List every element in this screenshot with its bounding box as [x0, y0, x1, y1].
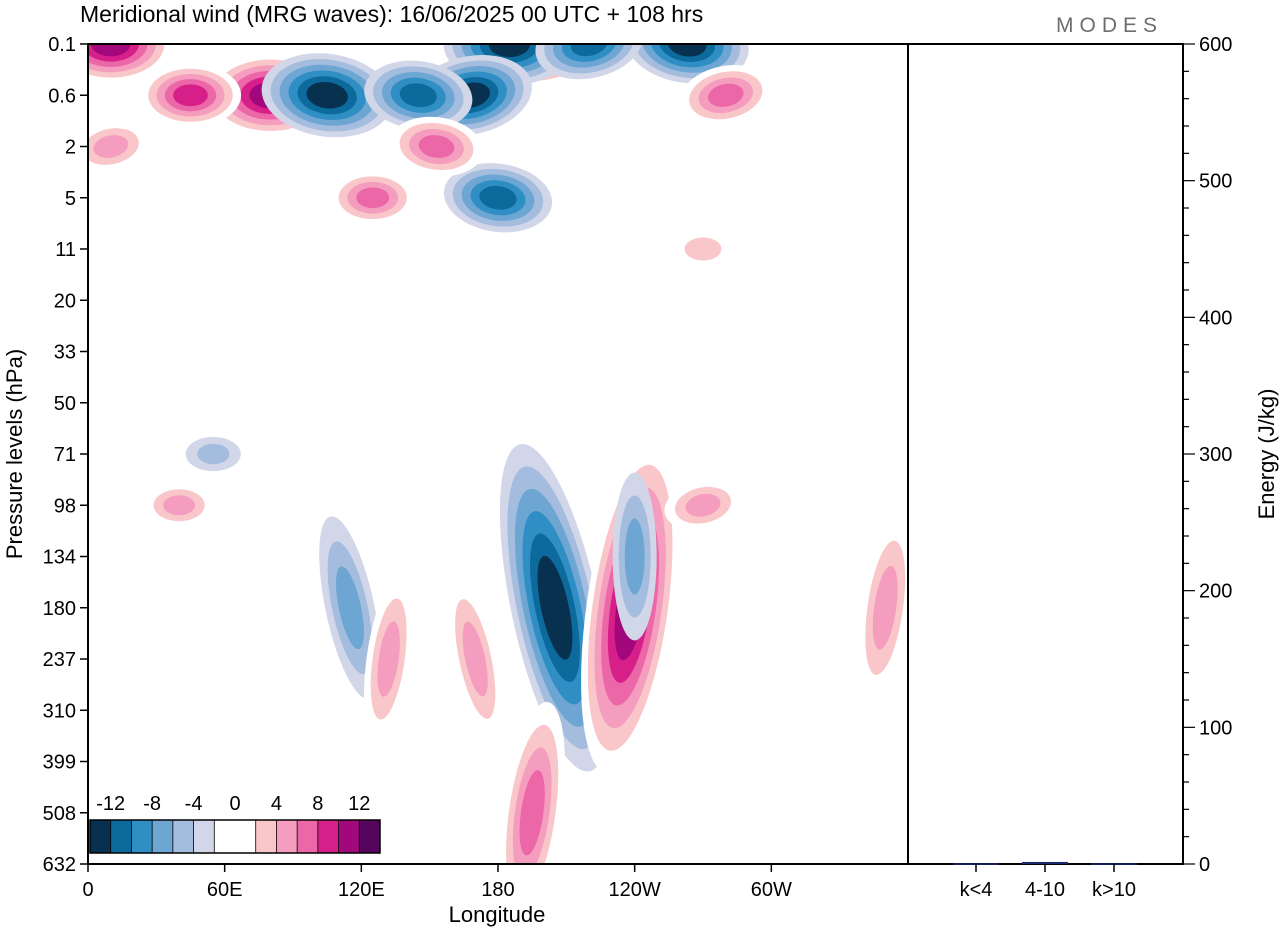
positive-contour [872, 565, 898, 650]
y-tick-label: 310 [43, 700, 76, 722]
y-tick-label: 71 [54, 444, 76, 466]
y-tick-label: 98 [54, 495, 76, 517]
y-tick-label: 508 [43, 803, 76, 825]
colorbar-frame [89, 819, 381, 854]
y-tick-label: 632 [43, 854, 76, 876]
positive-contour [356, 187, 390, 209]
colorbar-swatch [338, 820, 360, 853]
positive-contour [91, 44, 131, 57]
longitude-axis: 0 60E 120E 180 120W 60W [82, 864, 792, 901]
x-tick-label: 120W [609, 879, 661, 901]
colorbar-swatch [276, 820, 298, 853]
positive-contour [93, 135, 129, 158]
positive-contour [377, 621, 400, 697]
y-tick-label: 0.6 [48, 85, 76, 107]
positive-contour [684, 237, 722, 261]
colorbar-tick-label: 12 [348, 793, 370, 815]
colorbar-swatch [359, 820, 381, 853]
colorbar: -12 -8 -4 0 4 8 12 [89, 793, 381, 854]
x-axis-label: Longitude [449, 902, 546, 927]
colorbar-swatch [317, 820, 339, 853]
y-tick-label: 2 [65, 137, 76, 159]
y-tick-label: 50 [54, 393, 76, 415]
positive-contour [173, 84, 208, 107]
colorbar-tick-label: -4 [185, 793, 203, 815]
y-tick-label: 11 [55, 239, 76, 261]
positive-contour [685, 493, 721, 517]
colorbar-swatch [131, 820, 153, 853]
energy-category-label: k>10 [1092, 879, 1136, 901]
negative-contour [306, 81, 348, 109]
energy-axis: 0 100 200 300 400 500 600 [1183, 34, 1232, 876]
colorbar-swatch [297, 820, 319, 853]
energy-tick-label: 200 [1199, 581, 1232, 603]
y-tick-label: 33 [54, 342, 76, 364]
y-tick-label: 20 [54, 290, 76, 312]
energy-panel-frame [907, 43, 1184, 865]
x-tick-label: 60E [207, 879, 243, 901]
colorbar-tick-label: 0 [229, 793, 240, 815]
colorbar-swatch [152, 820, 174, 853]
colorbar-tick-label: 4 [271, 793, 282, 815]
heatmap-area [88, 44, 908, 864]
energy-tick-label: 100 [1199, 717, 1232, 739]
negative-contour [488, 44, 531, 58]
heatmap-contours [88, 44, 908, 864]
negative-contour [197, 443, 230, 465]
y-tick-label: 399 [43, 752, 76, 774]
colorbar-swatch [235, 820, 257, 853]
positive-contour [519, 770, 545, 856]
negative-contour [399, 83, 437, 108]
negative-contour [537, 555, 573, 660]
positive-contour [462, 621, 488, 697]
energy-category-axis: k<4 4-10 k>10 [960, 864, 1136, 901]
energy-bar [1022, 861, 1068, 864]
colorbar-tick-label: -8 [143, 793, 161, 815]
pressure-axis: 0.1 0.6 2 5 11 20 33 50 71 98 134 180 237 310 399 508 63… [43, 34, 88, 876]
negative-contour [624, 518, 645, 595]
energy-tick-label: 300 [1199, 444, 1232, 466]
energy-tick-label: 400 [1199, 307, 1232, 329]
energy-tick-label: 0 [1199, 854, 1210, 876]
colorbar-swatch [110, 820, 132, 853]
colorbar-swatch [255, 820, 277, 853]
y-axis-label: Pressure levels (hPa) [2, 349, 27, 559]
energy-axis-label: Energy (J/kg) [1254, 389, 1279, 520]
positive-contour [163, 495, 196, 516]
x-tick-label: 180 [481, 879, 514, 901]
negative-contour [479, 185, 517, 210]
energy-category-label: 4-10 [1025, 879, 1065, 901]
x-tick-label: 0 [82, 879, 93, 901]
y-tick-label: 134 [43, 547, 76, 569]
negative-contour [336, 566, 364, 650]
colorbar-tick-label: 8 [312, 793, 323, 815]
x-tick-label: 120E [338, 879, 385, 901]
energy-category-label: k<4 [960, 879, 993, 901]
colorbar-swatch [172, 820, 194, 853]
colorbar-tick-label: -12 [96, 793, 125, 815]
energy-tick-label: 500 [1199, 171, 1232, 193]
chart-title: Meridional wind (MRG waves): 16/06/2025 … [80, 1, 703, 27]
x-tick-label: 60W [751, 879, 792, 901]
energy-tick-label: 600 [1199, 34, 1232, 56]
negative-contour [667, 44, 707, 57]
positive-contour [708, 83, 744, 107]
positive-contour [418, 135, 455, 158]
colorbar-swatch [214, 820, 236, 853]
y-tick-label: 180 [43, 598, 76, 620]
colorbar-swatch [90, 820, 112, 853]
y-tick-label: 0.1 [48, 34, 76, 56]
modes-logo: MODES [1056, 14, 1163, 37]
y-tick-label: 5 [65, 188, 76, 210]
colorbar-swatch [193, 820, 215, 853]
y-tick-label: 237 [43, 649, 76, 671]
